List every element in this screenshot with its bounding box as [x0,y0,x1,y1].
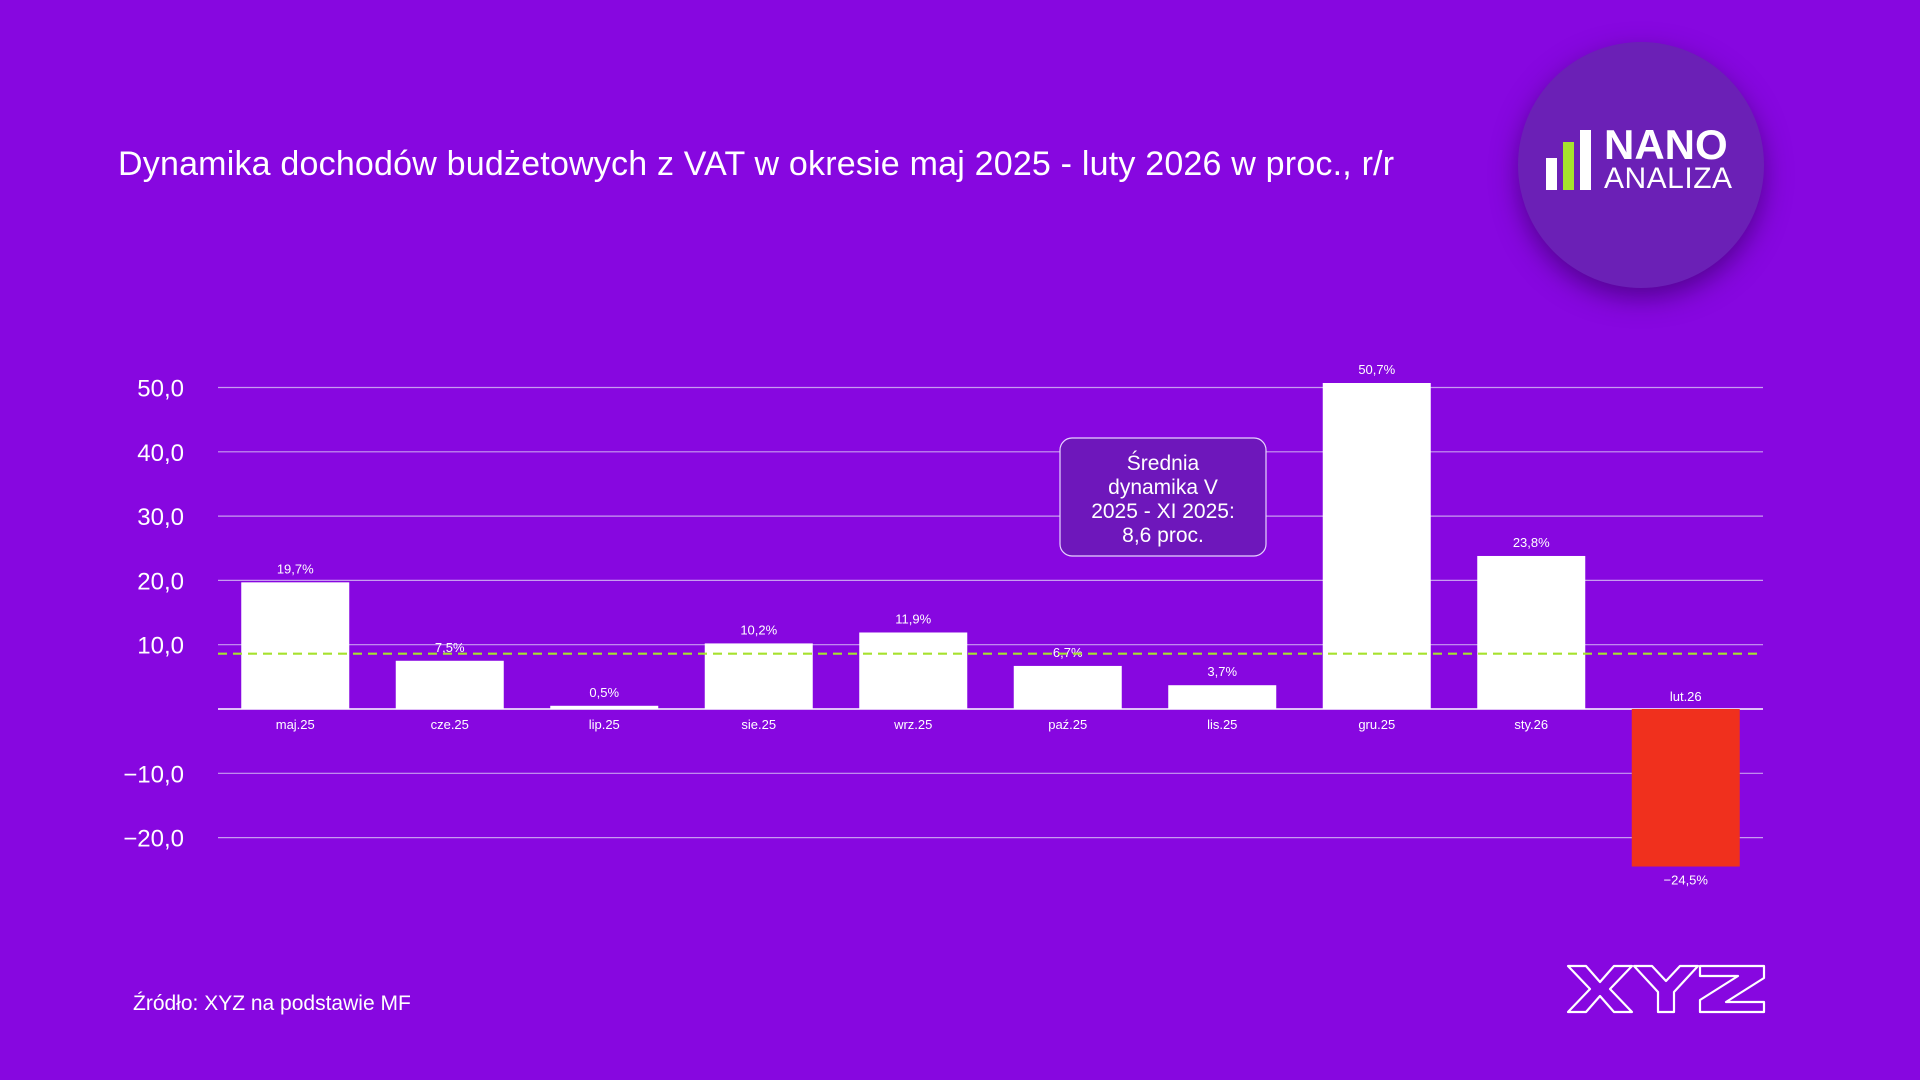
bar [395,660,504,709]
x-tick-label: paź.25 [1048,717,1087,732]
x-tick-label: sie.25 [741,717,776,732]
bar [241,582,350,709]
x-tick-label: lut.26 [1670,689,1702,704]
x-tick-label: lip.25 [589,717,620,732]
bar [550,705,659,709]
y-tick-label: 50,0 [137,376,184,403]
x-tick-label: lis.25 [1207,717,1237,732]
nano-analiza-logo: NANO ANALIZA [1518,42,1764,288]
data-label: 7,5% [435,640,465,655]
bar [1322,382,1431,709]
value-labels: 19,7% 7,5% 0,5% 10,2% 11,9% 6,7% 3,7% 50,7% 23,8… [277,362,1709,888]
x-tick-label: sty.26 [1514,717,1548,732]
bar [1013,665,1122,709]
data-label: 50,7% [1358,362,1395,377]
x-tick-label: wrz.25 [893,717,932,732]
data-label: 23,8% [1513,535,1550,550]
callout-box [1059,437,1267,557]
y-tick-label: 40,0 [137,440,184,467]
xyz-logo [1566,964,1766,1014]
data-label: 3,7% [1207,664,1237,679]
x-axis-labels: maj.25 cze.25 lip.25 sie.25 wrz.25 paź.25 lis.… [276,689,1702,732]
data-label: 11,9% [895,611,931,626]
data-label: 10,2% [740,622,777,637]
y-tick-label: 10,0 [137,633,184,660]
y-tick-label: 20,0 [137,568,184,595]
callout-text-line: 2025 - XI 2025: [1091,500,1235,523]
x-tick-label: maj.25 [276,717,315,732]
bar [1477,555,1586,709]
callout-text-line: dynamika V [1108,476,1218,499]
bar [1631,709,1740,867]
x-tick-label: gru.25 [1358,717,1395,732]
callout-text-line: 8,6 proc. [1122,524,1204,547]
y-tick-label: −20,0 [123,826,184,853]
bars-icon [1546,130,1596,190]
y-tick-label: −10,0 [123,761,184,788]
data-label: 19,7% [277,561,314,576]
chart-title: Dynamika dochodów budżetowych z VAT w ok… [118,145,1395,183]
logo-line2: ANALIZA [1604,162,1733,195]
data-label: 6,7% [1053,645,1083,660]
y-axis-labels: 50,0 40,0 30,0 20,0 10,0 −10,0 −20,0 [123,376,184,853]
bar [859,632,968,709]
callout-text-line: Średnia [1127,451,1200,475]
x-tick-label: cze.25 [431,717,469,732]
data-label: 0,5% [589,685,619,700]
y-tick-label: 30,0 [137,504,184,531]
bar [1168,685,1277,709]
bars [241,382,1740,867]
source-note: Źródło: XYZ na podstawie MF [133,992,411,1015]
logo-line1: NANO [1604,121,1728,168]
data-label: −24,5% [1664,873,1709,888]
